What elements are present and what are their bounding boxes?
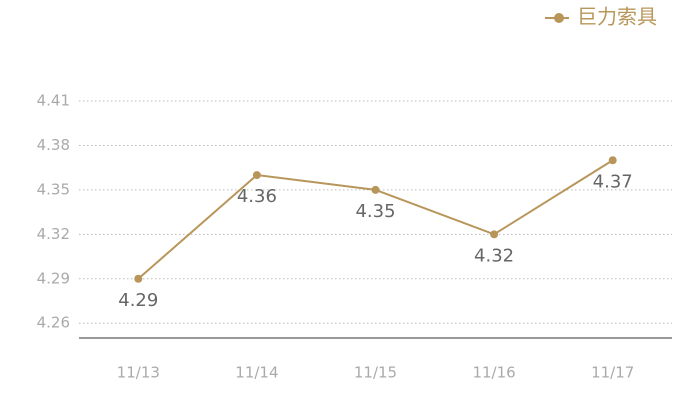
point: [252, 171, 261, 180]
y-tick-label: 4.35: [37, 180, 70, 198]
x-tick-label: 11/15: [354, 364, 397, 382]
legend-marker: [554, 13, 564, 23]
data-label: 4.29: [118, 290, 158, 311]
x-tick-label: 11/13: [117, 364, 160, 382]
data-label: 4.32: [474, 245, 514, 266]
point: [608, 156, 617, 165]
data-label: 4.37: [593, 171, 633, 192]
y-tick-label: 4.38: [37, 136, 70, 154]
point: [371, 185, 380, 194]
y-tick-label: 4.41: [37, 92, 70, 110]
legend-label: 巨力索具: [577, 5, 657, 29]
data-label: 4.35: [355, 201, 395, 222]
x-tick-label: 11/16: [472, 364, 515, 382]
y-tick-label: 4.29: [37, 269, 70, 287]
x-tick-label: 11/14: [235, 364, 278, 382]
data-label: 4.36: [237, 186, 277, 207]
point: [490, 230, 499, 239]
x-tick-label: 11/17: [591, 364, 634, 382]
y-tick-label: 4.26: [37, 314, 70, 332]
y-tick-label: 4.32: [37, 225, 70, 243]
point: [134, 274, 143, 283]
